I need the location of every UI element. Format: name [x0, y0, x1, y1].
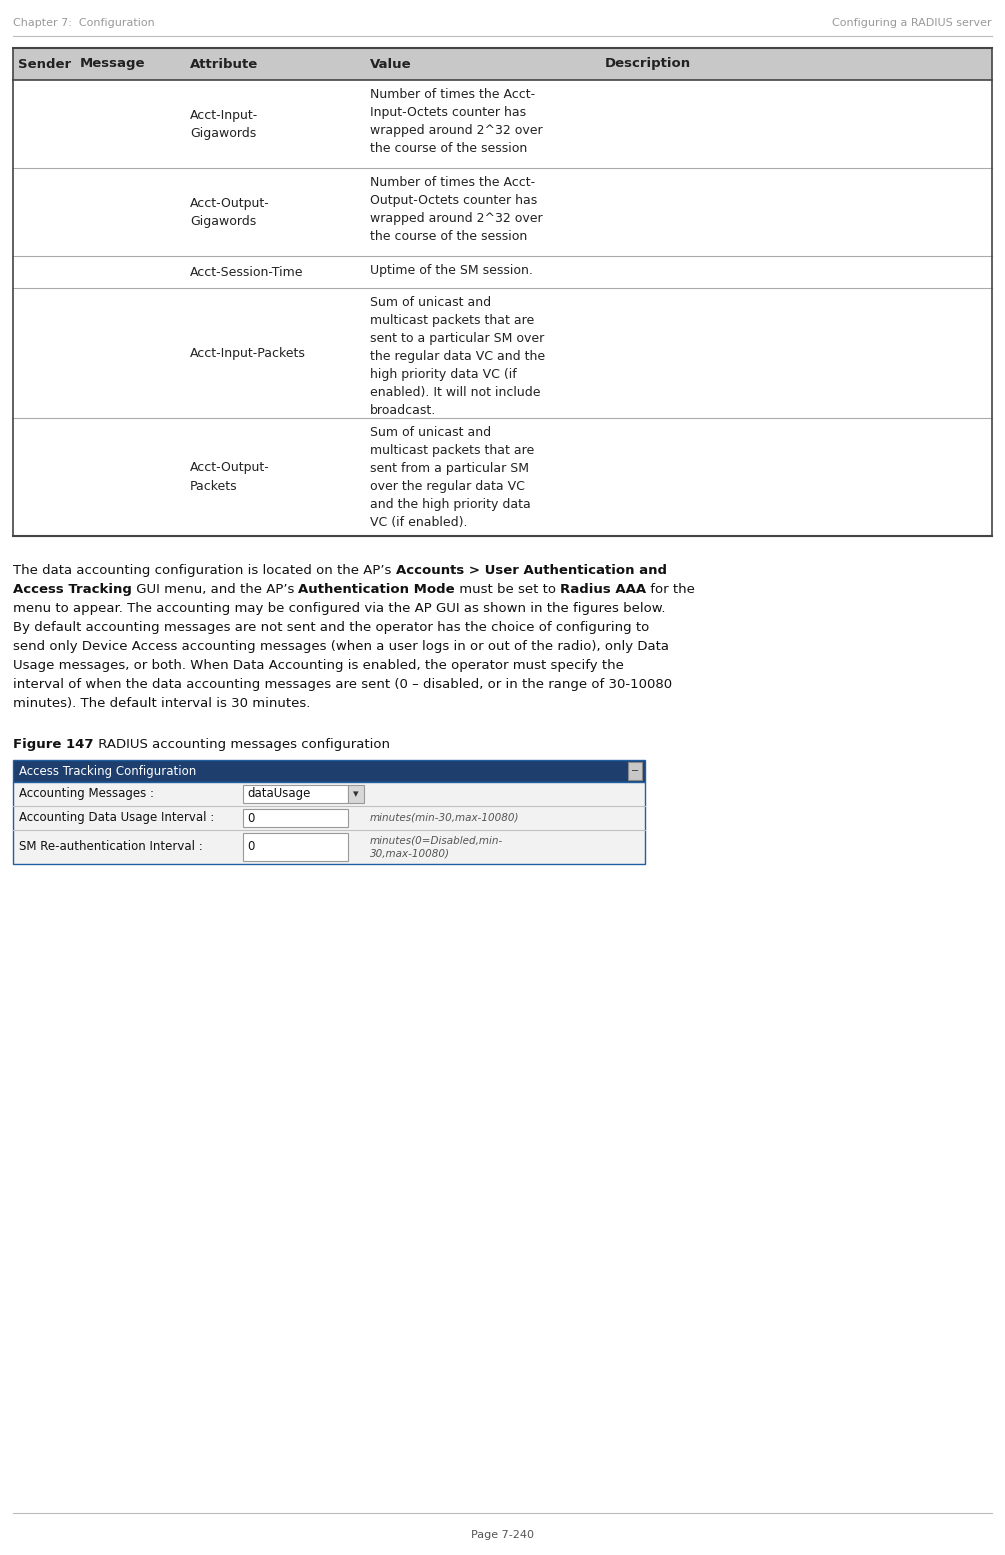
Text: Access Tracking Configuration: Access Tracking Configuration: [19, 765, 196, 778]
Text: ▾: ▾: [353, 788, 359, 799]
Text: Sender: Sender: [18, 58, 71, 70]
Text: Acct-Input-
Gigawords: Acct-Input- Gigawords: [190, 109, 258, 140]
Text: Radius AAA: Radius AAA: [561, 583, 646, 596]
Bar: [13, 782, 645, 865]
Text: Description: Description: [605, 58, 691, 70]
Text: must be set to: must be set to: [455, 583, 561, 596]
Text: Page 7-240: Page 7-240: [471, 1530, 534, 1539]
Bar: [243, 785, 348, 802]
Text: Number of times the Acct-
Input-Octets counter has
wrapped around 2^32 over
the : Number of times the Acct- Input-Octets c…: [370, 89, 543, 156]
Text: 0: 0: [247, 812, 254, 824]
Text: send only Device Access accounting messages (when a user logs in or out of the r: send only Device Access accounting messa…: [13, 641, 669, 653]
Text: Acct-Output-
Packets: Acct-Output- Packets: [190, 462, 269, 493]
Text: Attribute: Attribute: [190, 58, 258, 70]
Text: Access Tracking: Access Tracking: [13, 583, 132, 596]
Bar: [243, 809, 348, 827]
Text: Authentication Mode: Authentication Mode: [298, 583, 455, 596]
Bar: [243, 833, 348, 861]
Text: menu to appear. The accounting may be configured via the AP GUI as shown in the : menu to appear. The accounting may be co…: [13, 602, 665, 614]
Text: RADIUS accounting messages configuration: RADIUS accounting messages configuration: [93, 739, 390, 751]
Text: Acct-Input-Packets: Acct-Input-Packets: [190, 347, 306, 359]
Bar: [628, 762, 642, 781]
Text: Acct-Output-
Gigawords: Acct-Output- Gigawords: [190, 196, 269, 227]
Text: Sum of unicast and
multicast packets that are
sent from a particular SM
over the: Sum of unicast and multicast packets tha…: [370, 426, 535, 529]
Text: Sum of unicast and
multicast packets that are
sent to a particular SM over
the r: Sum of unicast and multicast packets tha…: [370, 295, 545, 417]
Text: dataUsage: dataUsage: [247, 787, 311, 801]
Text: Number of times the Acct-
Output-Octets counter has
wrapped around 2^32 over
the: Number of times the Acct- Output-Octets …: [370, 176, 543, 243]
Bar: [13, 760, 645, 782]
Text: 0: 0: [247, 841, 254, 854]
Text: Usage messages, or both. When Data Accounting is enabled, the operator must spec: Usage messages, or both. When Data Accou…: [13, 659, 624, 672]
Text: minutes). The default interval is 30 minutes.: minutes). The default interval is 30 min…: [13, 697, 311, 711]
Text: SM Re-authentication Interval :: SM Re-authentication Interval :: [19, 841, 203, 854]
Text: −: −: [631, 767, 639, 776]
Text: The data accounting configuration is located on the AP’s: The data accounting configuration is loc…: [13, 564, 396, 577]
Text: Accounts > User Authentication and: Accounts > User Authentication and: [396, 564, 666, 577]
Text: interval of when the data accounting messages are sent (0 – disabled, or in the : interval of when the data accounting mes…: [13, 678, 672, 690]
Text: minutes(0=Disabled,min-
30,max-10080): minutes(0=Disabled,min- 30,max-10080): [370, 835, 504, 858]
Bar: [13, 48, 992, 79]
Bar: [348, 785, 364, 802]
Text: for the: for the: [646, 583, 695, 596]
Text: By default accounting messages are not sent and the operator has the choice of c: By default accounting messages are not s…: [13, 620, 649, 634]
Text: Accounting Messages :: Accounting Messages :: [19, 787, 154, 801]
Text: Configuring a RADIUS server: Configuring a RADIUS server: [832, 19, 992, 28]
Text: Chapter 7:  Configuration: Chapter 7: Configuration: [13, 19, 155, 28]
Text: Accounting Data Usage Interval :: Accounting Data Usage Interval :: [19, 812, 214, 824]
Text: GUI menu, and the AP’s: GUI menu, and the AP’s: [132, 583, 298, 596]
Text: Message: Message: [80, 58, 146, 70]
Text: Value: Value: [370, 58, 412, 70]
Text: Uptime of the SM session.: Uptime of the SM session.: [370, 264, 533, 277]
Text: Acct-Session-Time: Acct-Session-Time: [190, 266, 304, 278]
Text: Figure 147: Figure 147: [13, 739, 93, 751]
Text: minutes(min-30,max-10080): minutes(min-30,max-10080): [370, 813, 520, 823]
